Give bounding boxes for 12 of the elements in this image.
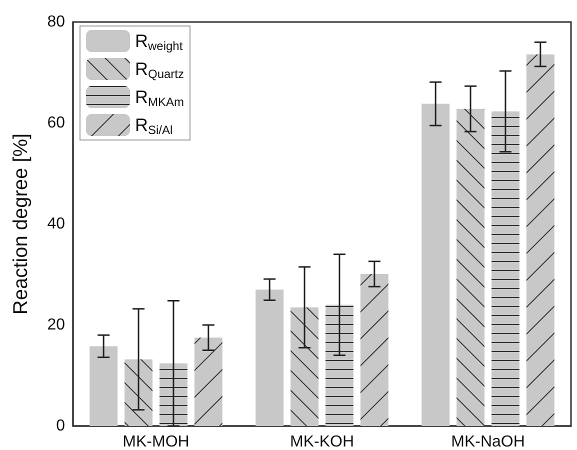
y-tick-label: 60 [47, 114, 66, 132]
x-tick-label: MK-KOH [290, 434, 354, 450]
y-axis-title: Reaction degree [%] [10, 133, 32, 315]
x-tick-label: MK-NaOH [451, 434, 525, 450]
bar [90, 346, 118, 426]
bar [422, 104, 450, 426]
y-tick-label: 80 [47, 14, 66, 30]
bar [256, 290, 284, 426]
y-tick-label: 40 [47, 216, 66, 232]
y-tick-label: 0 [56, 418, 66, 434]
x-tick-label: MK-MOH [122, 434, 190, 450]
y-tick-label: 20 [47, 316, 66, 334]
